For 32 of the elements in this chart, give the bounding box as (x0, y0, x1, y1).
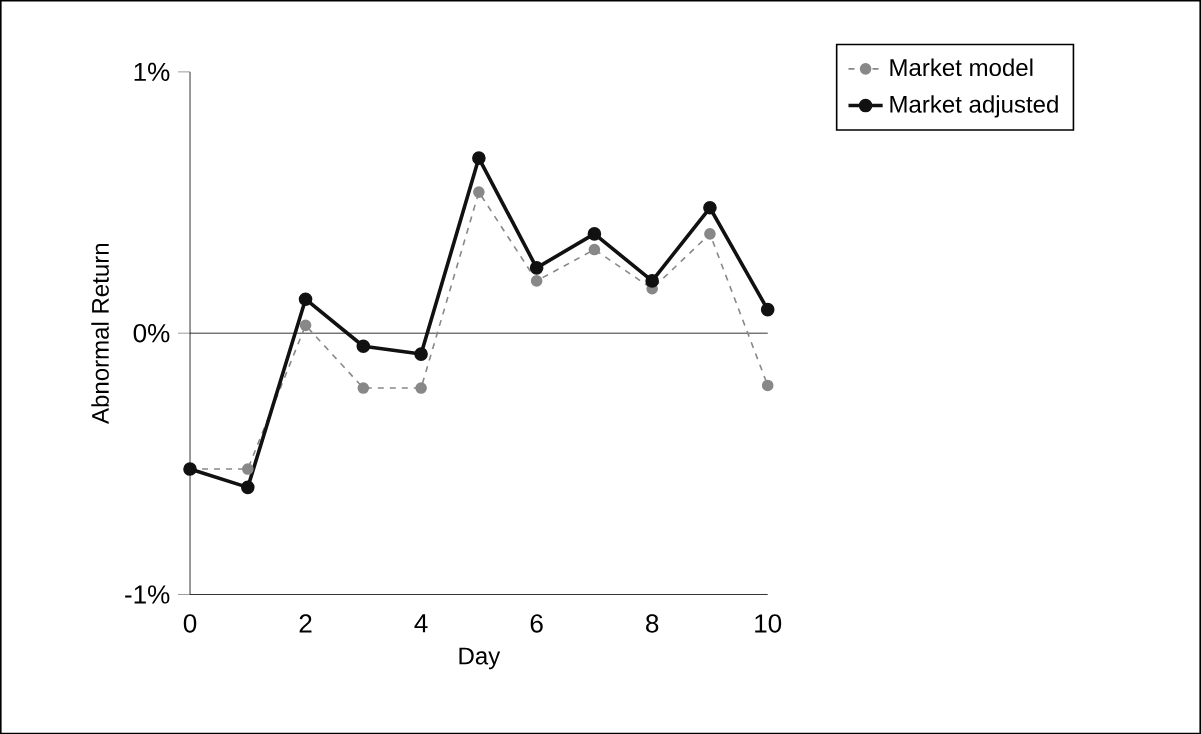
legend-label: Market adjusted (890, 95, 1058, 118)
point (241, 463, 254, 475)
point (761, 379, 774, 392)
x-tick-label: 4 (414, 614, 428, 632)
x-tick-label: 0 (183, 614, 197, 633)
y-tick-label: -1% (125, 585, 170, 604)
point (298, 292, 313, 306)
x-tick-label: 6 (530, 614, 543, 633)
point (473, 186, 485, 198)
point (414, 347, 428, 361)
y-tick-label: 0% (133, 323, 170, 343)
point (645, 273, 659, 288)
point (588, 243, 601, 256)
point (415, 382, 427, 394)
point (357, 382, 370, 394)
x-tick-label: 8 (646, 614, 659, 633)
point (760, 302, 775, 317)
point (530, 274, 543, 287)
point (529, 260, 544, 275)
point (704, 227, 716, 240)
legend-label: Market model (890, 58, 1033, 76)
point (472, 151, 486, 165)
point (356, 339, 371, 353)
point (240, 480, 255, 494)
y-axis-title: Abnormal Return (91, 243, 109, 424)
x-tick-label: 10 (755, 614, 782, 633)
x-tick-label: 2 (299, 614, 312, 633)
y-tick-label: 1% (134, 62, 170, 81)
x-axis-title: Day (459, 647, 501, 670)
point (587, 226, 602, 241)
point (299, 319, 312, 331)
point (703, 200, 717, 215)
